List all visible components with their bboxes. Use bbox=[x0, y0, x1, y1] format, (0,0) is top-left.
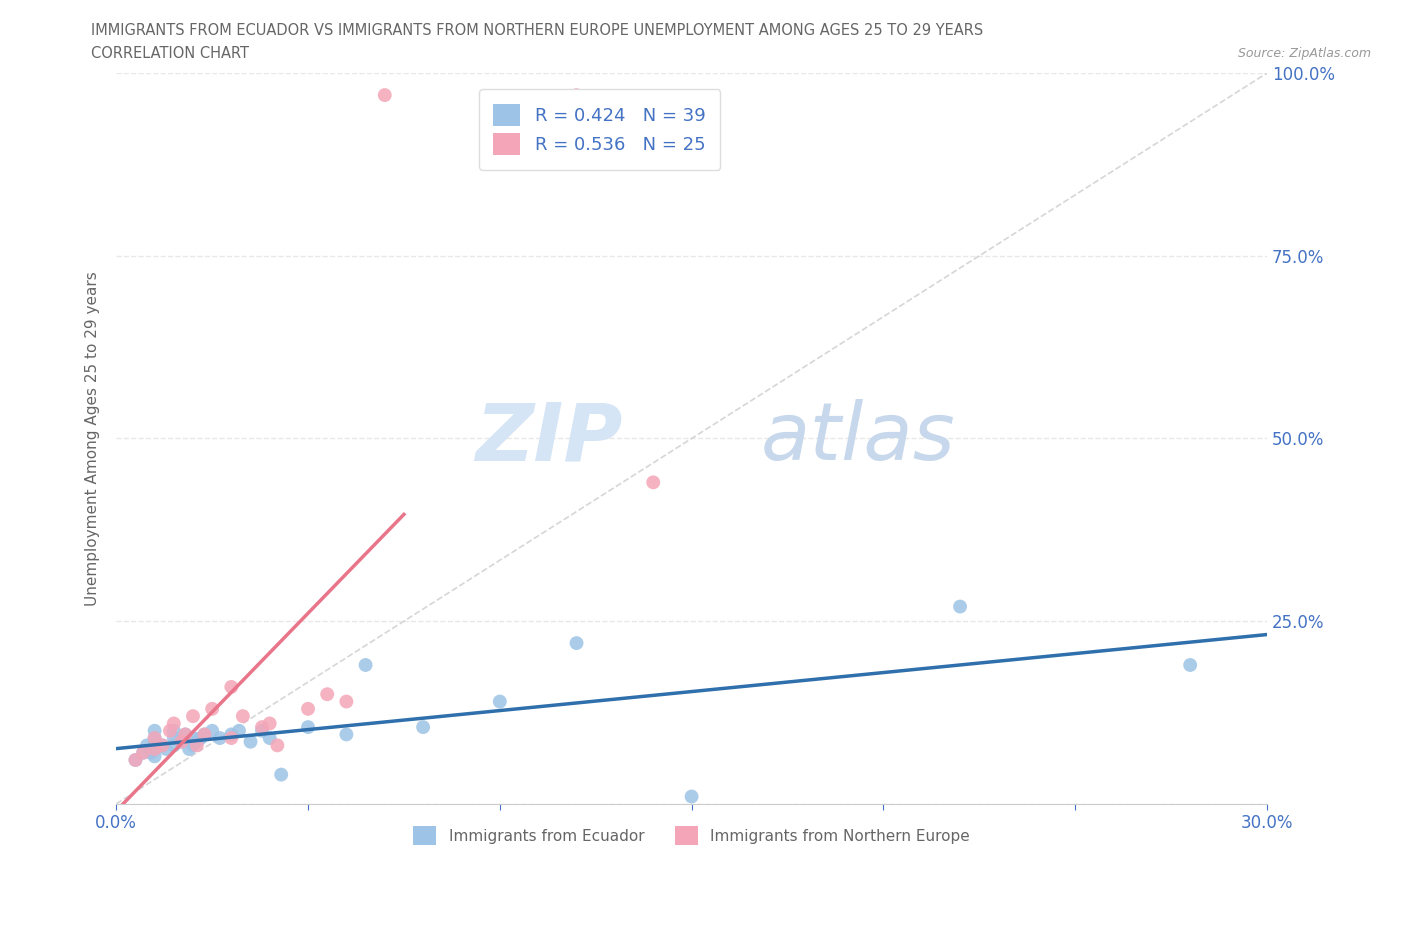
Point bbox=[297, 701, 319, 716]
Point bbox=[132, 745, 155, 760]
Point bbox=[163, 731, 186, 746]
Legend: Immigrants from Ecuador, Immigrants from Northern Europe: Immigrants from Ecuador, Immigrants from… bbox=[408, 820, 976, 851]
Point bbox=[159, 724, 181, 738]
Point bbox=[181, 731, 204, 746]
Point bbox=[259, 716, 281, 731]
Point bbox=[221, 727, 243, 742]
Point bbox=[181, 737, 204, 752]
Point bbox=[143, 741, 166, 756]
Point bbox=[179, 741, 201, 756]
Point bbox=[143, 731, 166, 746]
Point bbox=[250, 724, 273, 738]
Point bbox=[228, 724, 250, 738]
Point bbox=[266, 737, 288, 752]
Point bbox=[208, 731, 231, 746]
Point bbox=[155, 741, 177, 756]
Point bbox=[163, 737, 186, 752]
Point bbox=[335, 694, 357, 709]
Point bbox=[186, 735, 208, 750]
Point bbox=[143, 741, 166, 756]
Point bbox=[150, 737, 173, 752]
Point bbox=[488, 694, 510, 709]
Point bbox=[163, 724, 186, 738]
Point bbox=[190, 731, 212, 746]
Point bbox=[221, 731, 243, 746]
Point bbox=[143, 749, 166, 764]
Text: Source: ZipAtlas.com: Source: ZipAtlas.com bbox=[1237, 46, 1371, 60]
Point bbox=[193, 727, 215, 742]
Point bbox=[565, 87, 588, 102]
Point bbox=[250, 720, 273, 735]
Point bbox=[124, 752, 146, 767]
Text: ZIP: ZIP bbox=[475, 400, 623, 477]
Point bbox=[221, 680, 243, 695]
Point bbox=[316, 686, 339, 701]
Point bbox=[136, 737, 159, 752]
Point bbox=[143, 737, 166, 752]
Y-axis label: Unemployment Among Ages 25 to 29 years: Unemployment Among Ages 25 to 29 years bbox=[86, 272, 100, 605]
Point bbox=[643, 475, 665, 490]
Point bbox=[412, 720, 434, 735]
Point bbox=[335, 727, 357, 742]
Point bbox=[174, 727, 197, 742]
Text: IMMIGRANTS FROM ECUADOR VS IMMIGRANTS FROM NORTHERN EUROPE UNEMPLOYMENT AMONG AG: IMMIGRANTS FROM ECUADOR VS IMMIGRANTS FR… bbox=[91, 23, 984, 38]
Point bbox=[232, 709, 254, 724]
Point bbox=[201, 724, 224, 738]
Text: atlas: atlas bbox=[761, 400, 955, 477]
Point bbox=[181, 709, 204, 724]
Point bbox=[681, 789, 703, 804]
Point bbox=[193, 727, 215, 742]
Point bbox=[163, 716, 186, 731]
Point bbox=[150, 737, 173, 752]
Point bbox=[374, 87, 396, 102]
Point bbox=[949, 599, 972, 614]
Point bbox=[565, 635, 588, 650]
Text: CORRELATION CHART: CORRELATION CHART bbox=[91, 46, 249, 61]
Point bbox=[186, 737, 208, 752]
Point bbox=[297, 720, 319, 735]
Point bbox=[143, 724, 166, 738]
Point bbox=[139, 745, 162, 760]
Point bbox=[124, 752, 146, 767]
Point bbox=[201, 701, 224, 716]
Point bbox=[170, 735, 193, 750]
Point bbox=[239, 735, 262, 750]
Point bbox=[143, 731, 166, 746]
Point bbox=[259, 731, 281, 746]
Point bbox=[132, 745, 155, 760]
Point bbox=[1180, 658, 1202, 672]
Point bbox=[270, 767, 292, 782]
Point bbox=[354, 658, 377, 672]
Point bbox=[174, 727, 197, 742]
Point bbox=[170, 735, 193, 750]
